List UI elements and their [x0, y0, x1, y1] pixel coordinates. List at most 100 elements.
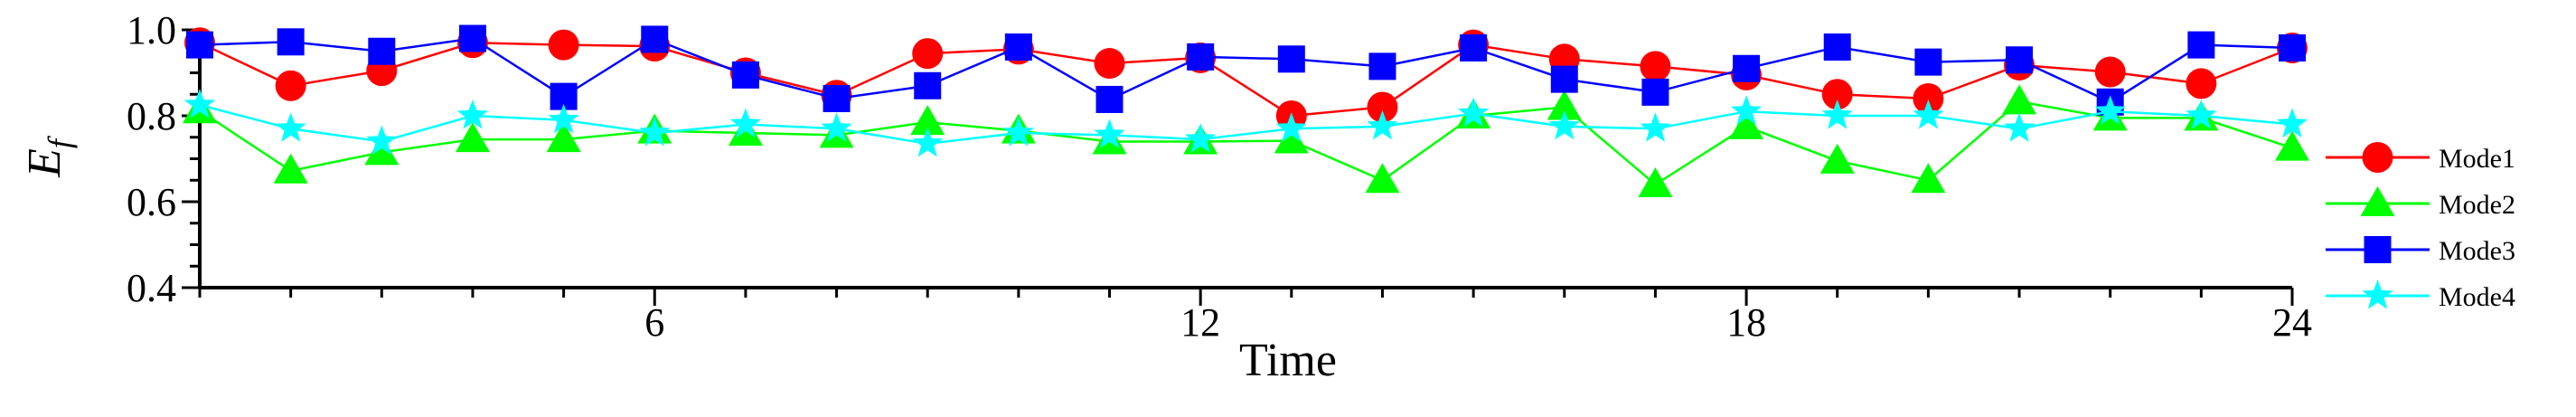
data-point-mode3 — [2279, 33, 2306, 62]
y-axis-title-sub: f — [42, 135, 78, 148]
data-point-mode3 — [823, 85, 851, 112]
y-tick-label: 0.8 — [127, 94, 176, 138]
data-point-mode4 — [1094, 118, 1125, 148]
data-point-mode2 — [1638, 167, 1673, 197]
data-point-mode3 — [1277, 45, 1305, 73]
x-tick-label: 12 — [1180, 300, 1220, 345]
data-point-mode4 — [1185, 123, 1217, 153]
x-tick-label: 6 — [644, 300, 664, 345]
data-point-mode4 — [2276, 108, 2308, 138]
data-point-mode1 — [1913, 83, 1944, 114]
series-line-mode1 — [199, 42, 2293, 118]
x-tick-label: 18 — [1726, 300, 1766, 345]
tick-labels: 6 12 18 24 0.4 0.6 0.8 1.0 — [127, 8, 2312, 345]
data-point-mode4 — [183, 89, 216, 118]
data-point-mode3 — [1823, 33, 1851, 61]
legend-marker — [2362, 142, 2393, 173]
series-mode3 — [186, 24, 2306, 116]
data-point-mode1 — [275, 70, 306, 101]
data-point-mode2 — [1819, 143, 1855, 174]
data-point-mode3 — [1368, 52, 1396, 81]
data-point-mode4 — [366, 125, 398, 156]
data-point-mode2 — [273, 153, 308, 184]
legend-label: Mode1 — [2439, 144, 2515, 174]
data-point-mode4 — [729, 108, 761, 138]
legend-marker — [2364, 236, 2392, 263]
y-tick-label: 0.6 — [127, 180, 176, 224]
data-point-mode4 — [1002, 117, 1034, 147]
data-point-mode1 — [2186, 68, 2217, 100]
x-axis-title: Time — [1239, 335, 1337, 386]
data-point-mode4 — [456, 100, 489, 129]
data-point-mode1 — [1367, 91, 1398, 123]
data-point-mode3 — [731, 61, 759, 89]
data-point-mode4 — [2186, 100, 2217, 129]
data-point-mode4 — [1640, 112, 1671, 142]
data-point-mode1 — [1640, 51, 1671, 82]
y-axis-title-base: E — [19, 148, 71, 178]
legend-item-mode4: Mode4 — [2326, 280, 2515, 312]
y-tick-label: 1.0 — [127, 8, 176, 52]
data-point-mode2 — [546, 122, 581, 153]
data-point-mode4 — [1275, 112, 1307, 142]
legend-label: Mode4 — [2439, 282, 2515, 312]
data-point-mode3 — [1187, 43, 1215, 71]
data-point-mode1 — [548, 29, 579, 61]
data-point-mode4 — [1731, 95, 1763, 125]
series-line-mode4 — [199, 103, 2293, 146]
y-tick-label: 0.4 — [127, 266, 176, 310]
axes — [182, 28, 2294, 306]
data-point-mode3 — [1004, 33, 1032, 61]
data-point-mode3 — [1641, 78, 1669, 106]
legend-item-mode1: Mode1 — [2326, 142, 2515, 174]
data-point-mode3 — [458, 24, 486, 52]
series-line-mode2 — [199, 100, 2293, 186]
data-point-mode4 — [2094, 95, 2126, 125]
series-mode2 — [183, 84, 2309, 197]
data-point-mode4 — [821, 112, 852, 142]
data-point-mode2 — [1547, 90, 1582, 120]
legend-marker — [2362, 280, 2393, 309]
data-point-mode4 — [1458, 97, 1490, 128]
data-point-mode4 — [1913, 100, 1944, 129]
legend: Mode1 Mode2 Mode3 Mode4 — [2326, 142, 2515, 312]
data-point-mode1 — [912, 38, 944, 70]
data-point-mode4 — [1548, 109, 1580, 140]
legend-label: Mode2 — [2439, 190, 2515, 220]
x-tick-label: 24 — [2272, 300, 2312, 345]
legend-marker — [2360, 186, 2395, 216]
series-group — [183, 24, 2309, 197]
data-point-mode3 — [368, 37, 396, 65]
y-axis-title: Ef — [19, 135, 78, 178]
data-point-mode4 — [912, 127, 944, 157]
data-point-mode4 — [1367, 109, 1398, 140]
data-point-mode3 — [186, 31, 213, 59]
data-point-mode2 — [364, 135, 400, 166]
data-point-mode3 — [914, 71, 942, 100]
data-point-mode4 — [548, 103, 579, 134]
data-point-mode2 — [2275, 130, 2309, 161]
data-point-mode3 — [2006, 46, 2034, 74]
data-point-mode2 — [1274, 123, 1309, 154]
data-point-mode1 — [2094, 56, 2126, 88]
data-point-mode4 — [1821, 100, 1853, 129]
data-point-mode3 — [1550, 65, 1578, 93]
data-point-mode4 — [2003, 112, 2035, 142]
data-point-mode3 — [277, 28, 305, 56]
data-point-mode1 — [1094, 48, 1125, 80]
legend-item-mode2: Mode2 — [2326, 186, 2515, 220]
data-point-mode2 — [910, 105, 945, 136]
legend-label: Mode3 — [2439, 236, 2515, 266]
data-point-mode2 — [2002, 84, 2037, 115]
series-mode4 — [183, 89, 2308, 157]
data-point-mode3 — [1914, 48, 1942, 76]
data-point-mode2 — [1365, 163, 1400, 194]
series-mode1 — [184, 27, 2308, 131]
data-point-mode4 — [639, 117, 671, 147]
data-point-mode2 — [455, 122, 490, 153]
series-line-mode3 — [199, 37, 2293, 104]
data-point-mode2 — [1911, 163, 1946, 194]
data-point-mode2 — [1729, 109, 1764, 139]
legend-item-mode3: Mode3 — [2326, 236, 2515, 266]
